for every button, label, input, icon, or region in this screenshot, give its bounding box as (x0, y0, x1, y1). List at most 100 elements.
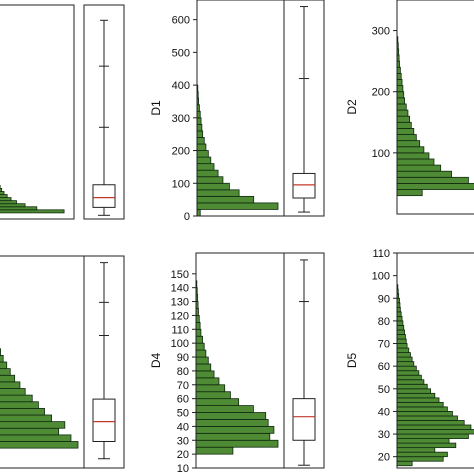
histogram-bar (396, 361, 415, 367)
histogram-bar (396, 379, 425, 385)
histogram-bar (396, 164, 442, 172)
y-tick-label: 30 (177, 435, 189, 447)
boxplot-box (292, 172, 316, 199)
y-tick-label: 500 (172, 47, 190, 59)
histogram-bar (396, 97, 405, 105)
histogram-frame (396, 0, 474, 215)
histogram-bar (195, 363, 212, 372)
histogram-bar (396, 374, 422, 381)
y-tick-label: 600 (172, 15, 190, 27)
histogram-bar (0, 441, 79, 449)
y-tick-label: 90 (378, 293, 390, 305)
histogram-bar (0, 203, 26, 208)
y-axis-label: D4 (149, 353, 163, 369)
histogram-bar (0, 191, 5, 195)
histogram-bar (0, 427, 60, 436)
histogram-bar (195, 335, 203, 344)
histogram-bar (195, 377, 220, 386)
histogram-bar (396, 103, 407, 111)
histogram-bar (396, 383, 428, 390)
y-axis-label: D5 (345, 353, 359, 369)
boxplot-frame (83, 4, 125, 220)
histogram-bar (396, 176, 469, 184)
histogram-bar (396, 91, 405, 99)
histogram-bar (396, 411, 453, 417)
histogram-bar (396, 320, 404, 326)
y-tick-label: 100 (171, 338, 189, 350)
histogram-bar (196, 182, 230, 191)
histogram-bar (396, 152, 430, 160)
histogram-bar (396, 433, 469, 439)
y-tick-label: 150 (171, 269, 189, 281)
y-tick-label: 80 (378, 316, 390, 328)
histogram-bar (196, 156, 212, 165)
histogram-bar (195, 342, 205, 351)
y-tick-label: 80 (177, 366, 189, 378)
histogram-bar (195, 349, 207, 358)
histogram-bar (196, 202, 279, 210)
histogram-bar (396, 183, 474, 190)
histogram-bar (396, 365, 417, 372)
y-tick-label: 110 (171, 324, 189, 336)
histogram-bar (195, 446, 234, 455)
histogram-bar (195, 405, 254, 413)
histogram-bar (0, 194, 8, 199)
histogram-bar (396, 140, 421, 148)
histogram-bar (0, 348, 1, 356)
y-tick-label: 20 (177, 449, 189, 461)
histogram-bar (196, 143, 207, 151)
histogram-bar (396, 134, 417, 142)
y-tick-label: 60 (177, 394, 189, 406)
histogram-bar (0, 407, 45, 416)
histogram-bar (0, 414, 52, 423)
histogram-bar (396, 456, 444, 462)
histogram-bar (396, 338, 407, 344)
histogram-bar (396, 392, 436, 399)
histogram-frame (396, 252, 474, 469)
y-tick-label: 200 (372, 87, 390, 99)
histogram-bar (195, 419, 269, 427)
histogram-bar (396, 109, 409, 117)
histogram-bar (196, 150, 209, 158)
histogram-bar (0, 394, 33, 403)
histogram-bar (396, 189, 423, 197)
histogram-bar (196, 123, 203, 132)
histogram-bar (396, 158, 435, 166)
boxplot-frame (283, 252, 325, 469)
histogram-bar (396, 85, 404, 93)
histogram-bar (396, 451, 448, 458)
histogram-bar (396, 460, 413, 467)
histogram-bar (196, 117, 202, 125)
panel-4 (0, 255, 125, 469)
histogram-bar (195, 432, 271, 441)
histogram-bar (0, 206, 38, 211)
histogram-bar (0, 374, 16, 383)
histogram-bar (0, 434, 72, 442)
histogram-bar (396, 146, 425, 154)
histogram-frame (0, 4, 75, 220)
histogram-bar (195, 328, 202, 337)
histogram-bar (396, 388, 431, 394)
histogram-bar (196, 130, 204, 138)
histogram-bar (396, 406, 448, 412)
histogram-bar (396, 66, 401, 74)
y-tick-label: 10 (177, 463, 189, 474)
histogram-bar (396, 352, 411, 358)
histogram-bar (195, 370, 215, 379)
y-tick-label: 40 (378, 406, 390, 418)
y-tick-label: 130 (171, 297, 189, 309)
histogram-bar (195, 321, 201, 330)
boxplot-box (92, 398, 116, 443)
histogram-bar (195, 425, 275, 434)
histogram-bar (396, 311, 402, 317)
histogram-bar (396, 315, 403, 322)
y-tick-label: 50 (177, 408, 189, 420)
histogram-bar (0, 361, 8, 370)
y-tick-label: 40 (177, 421, 189, 433)
y-tick-label: 100 (172, 178, 190, 190)
boxplot-box (92, 184, 116, 208)
histogram-bar (0, 421, 66, 429)
histogram-bar (195, 412, 267, 420)
histogram-bar (195, 384, 226, 393)
